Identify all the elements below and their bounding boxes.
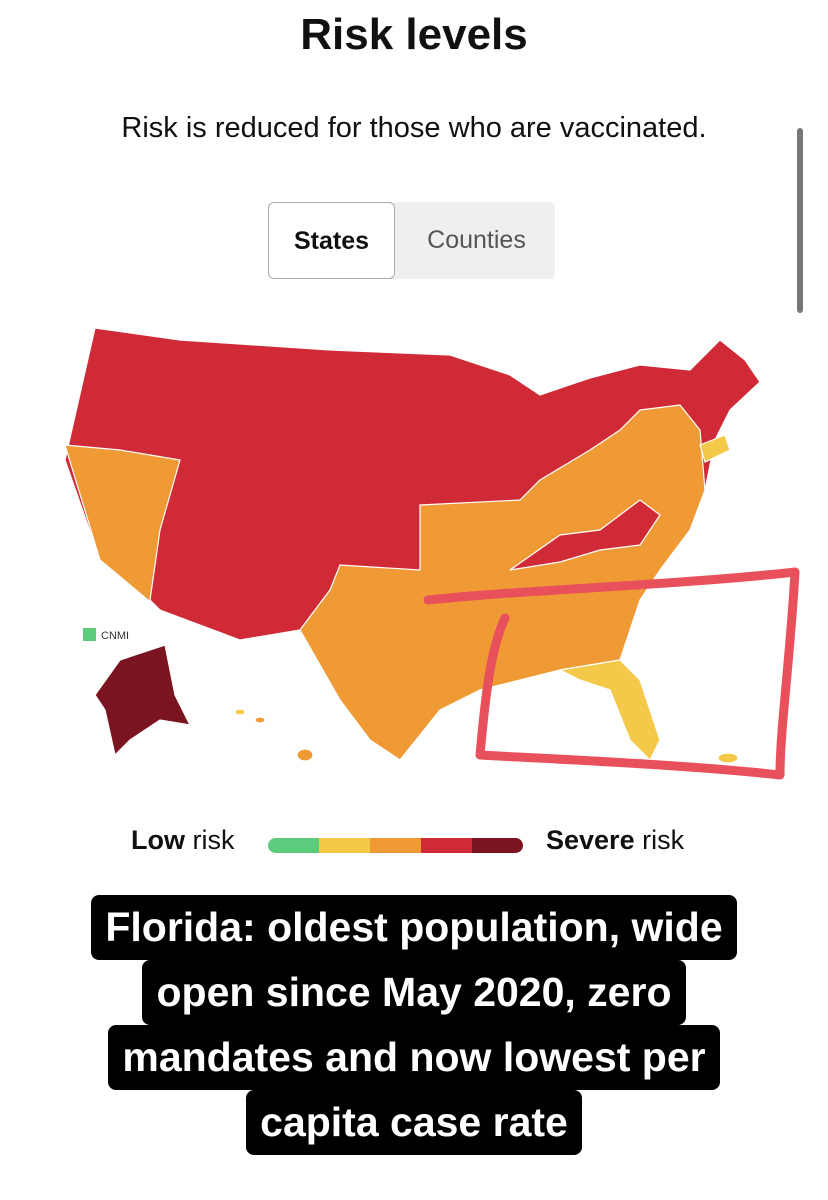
legend-swatch [370,838,422,853]
region [94,644,192,757]
legend-swatch [472,838,523,853]
legend-swatch [268,838,320,853]
legend-swatch [319,838,371,853]
caption: Florida: oldest population, wide open sin… [0,895,828,1155]
caption-line: Florida: oldest population, wide [91,895,737,960]
legend-low: Low risk [131,825,235,856]
region [64,444,181,611]
region [299,404,706,761]
legend-swatch [421,838,473,853]
map: CNMI [64,327,800,780]
annotation [423,567,800,780]
region [509,499,661,571]
inset-swatch [83,628,96,641]
inset-label: CNMI [101,630,129,642]
caption-line: capita case rate [246,1090,582,1155]
toggle-option[interactable]: States [268,202,395,279]
caption-line: mandates and now lowest per [108,1025,720,1090]
legend-text: risk [642,825,685,855]
legend-bold: Low [131,825,185,855]
toggle: States Counties [268,202,555,279]
legend-bold: Severe [546,825,635,855]
legend-high: Severe risk [546,825,684,856]
legend-text: risk [192,825,235,855]
legend-bar [268,838,523,853]
title: Risk levels [300,10,528,59]
subtitle: Risk is reduced for those who are vaccin… [121,112,707,144]
region [558,659,661,762]
region [699,434,731,463]
scrollbar[interactable] [797,128,803,313]
toggle-option[interactable]: Counties [427,226,526,254]
caption-line: open since May 2020, zero [142,960,686,1025]
